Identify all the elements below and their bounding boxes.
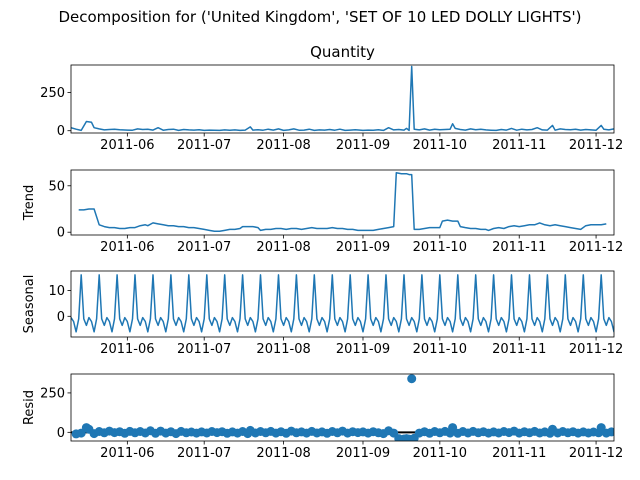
resid-x-tick-label: 2011-08 <box>256 446 310 461</box>
trend-axes-frame <box>70 169 615 236</box>
seasonal-x-tick-label: 2011-11 <box>492 342 546 357</box>
seasonal-x-tick-label: 2011-08 <box>256 342 310 357</box>
resid-y-axis-label: Resid <box>22 390 37 425</box>
panel-resid: 2011-06 2011-07 2011-08 2011-09 2011-10 2011-… <box>22 373 623 461</box>
resid-x-tick-label: 2011-09 <box>336 446 390 461</box>
quantity-panel-title: Quantity <box>310 43 375 61</box>
seasonal-y-tick-label: 0 <box>57 310 65 325</box>
resid-x-tick-label: 2011-11 <box>492 446 546 461</box>
resid-point <box>448 423 458 433</box>
seasonal-plot-area <box>71 274 614 333</box>
quantity-x-tick-label: 2011-09 <box>336 138 390 153</box>
resid-point <box>407 374 417 384</box>
quantity-y-tick-label: 0 <box>57 124 65 139</box>
trend-series-line <box>78 172 607 233</box>
quantity-y-tick-label: 250 <box>40 86 65 101</box>
quantity-plot-area <box>71 65 614 132</box>
trend-x-tick-label: 2011-06 <box>100 240 154 255</box>
quantity-series-line <box>71 65 614 132</box>
seasonal-x-tick-label: 2011-09 <box>336 342 390 357</box>
seasonal-x-tick-label: 2011-06 <box>100 342 154 357</box>
quantity-x-tick-label: 2011-12 <box>569 138 623 153</box>
trend-y-axis-label: Trend <box>22 185 37 222</box>
seasonal-series-line <box>71 274 614 333</box>
quantity-x-tick-label: 2011-11 <box>492 138 546 153</box>
seasonal-axes-frame <box>70 270 615 338</box>
quantity-x-tick-label: 2011-08 <box>256 138 310 153</box>
resid-point <box>606 427 614 437</box>
resid-x-tick-label: 2011-10 <box>413 446 467 461</box>
panel-trend: 2011-06 2011-07 2011-08 2011-09 2011-10 2011-… <box>22 169 623 255</box>
trend-x-tick-label: 2011-09 <box>336 240 390 255</box>
trend-x-tick-label: 2011-11 <box>492 240 546 255</box>
trend-plot-area <box>78 172 607 233</box>
resid-y-tick-label: 250 <box>40 386 65 401</box>
seasonal-y-axis-label: Seasonal <box>22 275 37 334</box>
quantity-x-tick-label: 2011-10 <box>413 138 467 153</box>
resid-axes-frame <box>70 373 615 442</box>
trend-y-tick-label: 0 <box>57 226 65 241</box>
quantity-axes-frame <box>70 64 615 134</box>
seasonal-y-tick-label: 10 <box>48 284 65 299</box>
panel-seasonal: 2011-06 2011-07 2011-08 2011-09 2011-10 2011-… <box>22 270 623 357</box>
resid-x-tick-label: 2011-06 <box>100 446 154 461</box>
seasonal-x-tick-label: 2011-12 <box>569 342 623 357</box>
resid-y-tick-label: 0 <box>57 426 65 441</box>
trend-y-tick-label: 50 <box>48 179 65 194</box>
trend-x-tick-label: 2011-08 <box>256 240 310 255</box>
resid-plot-area <box>71 374 614 441</box>
resid-x-tick-label: 2011-12 <box>569 446 623 461</box>
quantity-x-tick-label: 2011-07 <box>177 138 231 153</box>
resid-x-tick-label: 2011-07 <box>177 446 231 461</box>
panel-quantity: 2011-06 2011-07 2011-08 2011-09 2011-10 2011-… <box>40 43 623 153</box>
trend-x-tick-label: 2011-10 <box>413 240 467 255</box>
trend-x-tick-label: 2011-07 <box>177 240 231 255</box>
seasonal-x-tick-label: 2011-07 <box>177 342 231 357</box>
quantity-x-tick-label: 2011-06 <box>100 138 154 153</box>
trend-x-tick-label: 2011-12 <box>569 240 623 255</box>
figure-suptitle: Decomposition for ('United Kingdom', 'SE… <box>58 8 581 26</box>
seasonal-x-tick-label: 2011-10 <box>413 342 467 357</box>
